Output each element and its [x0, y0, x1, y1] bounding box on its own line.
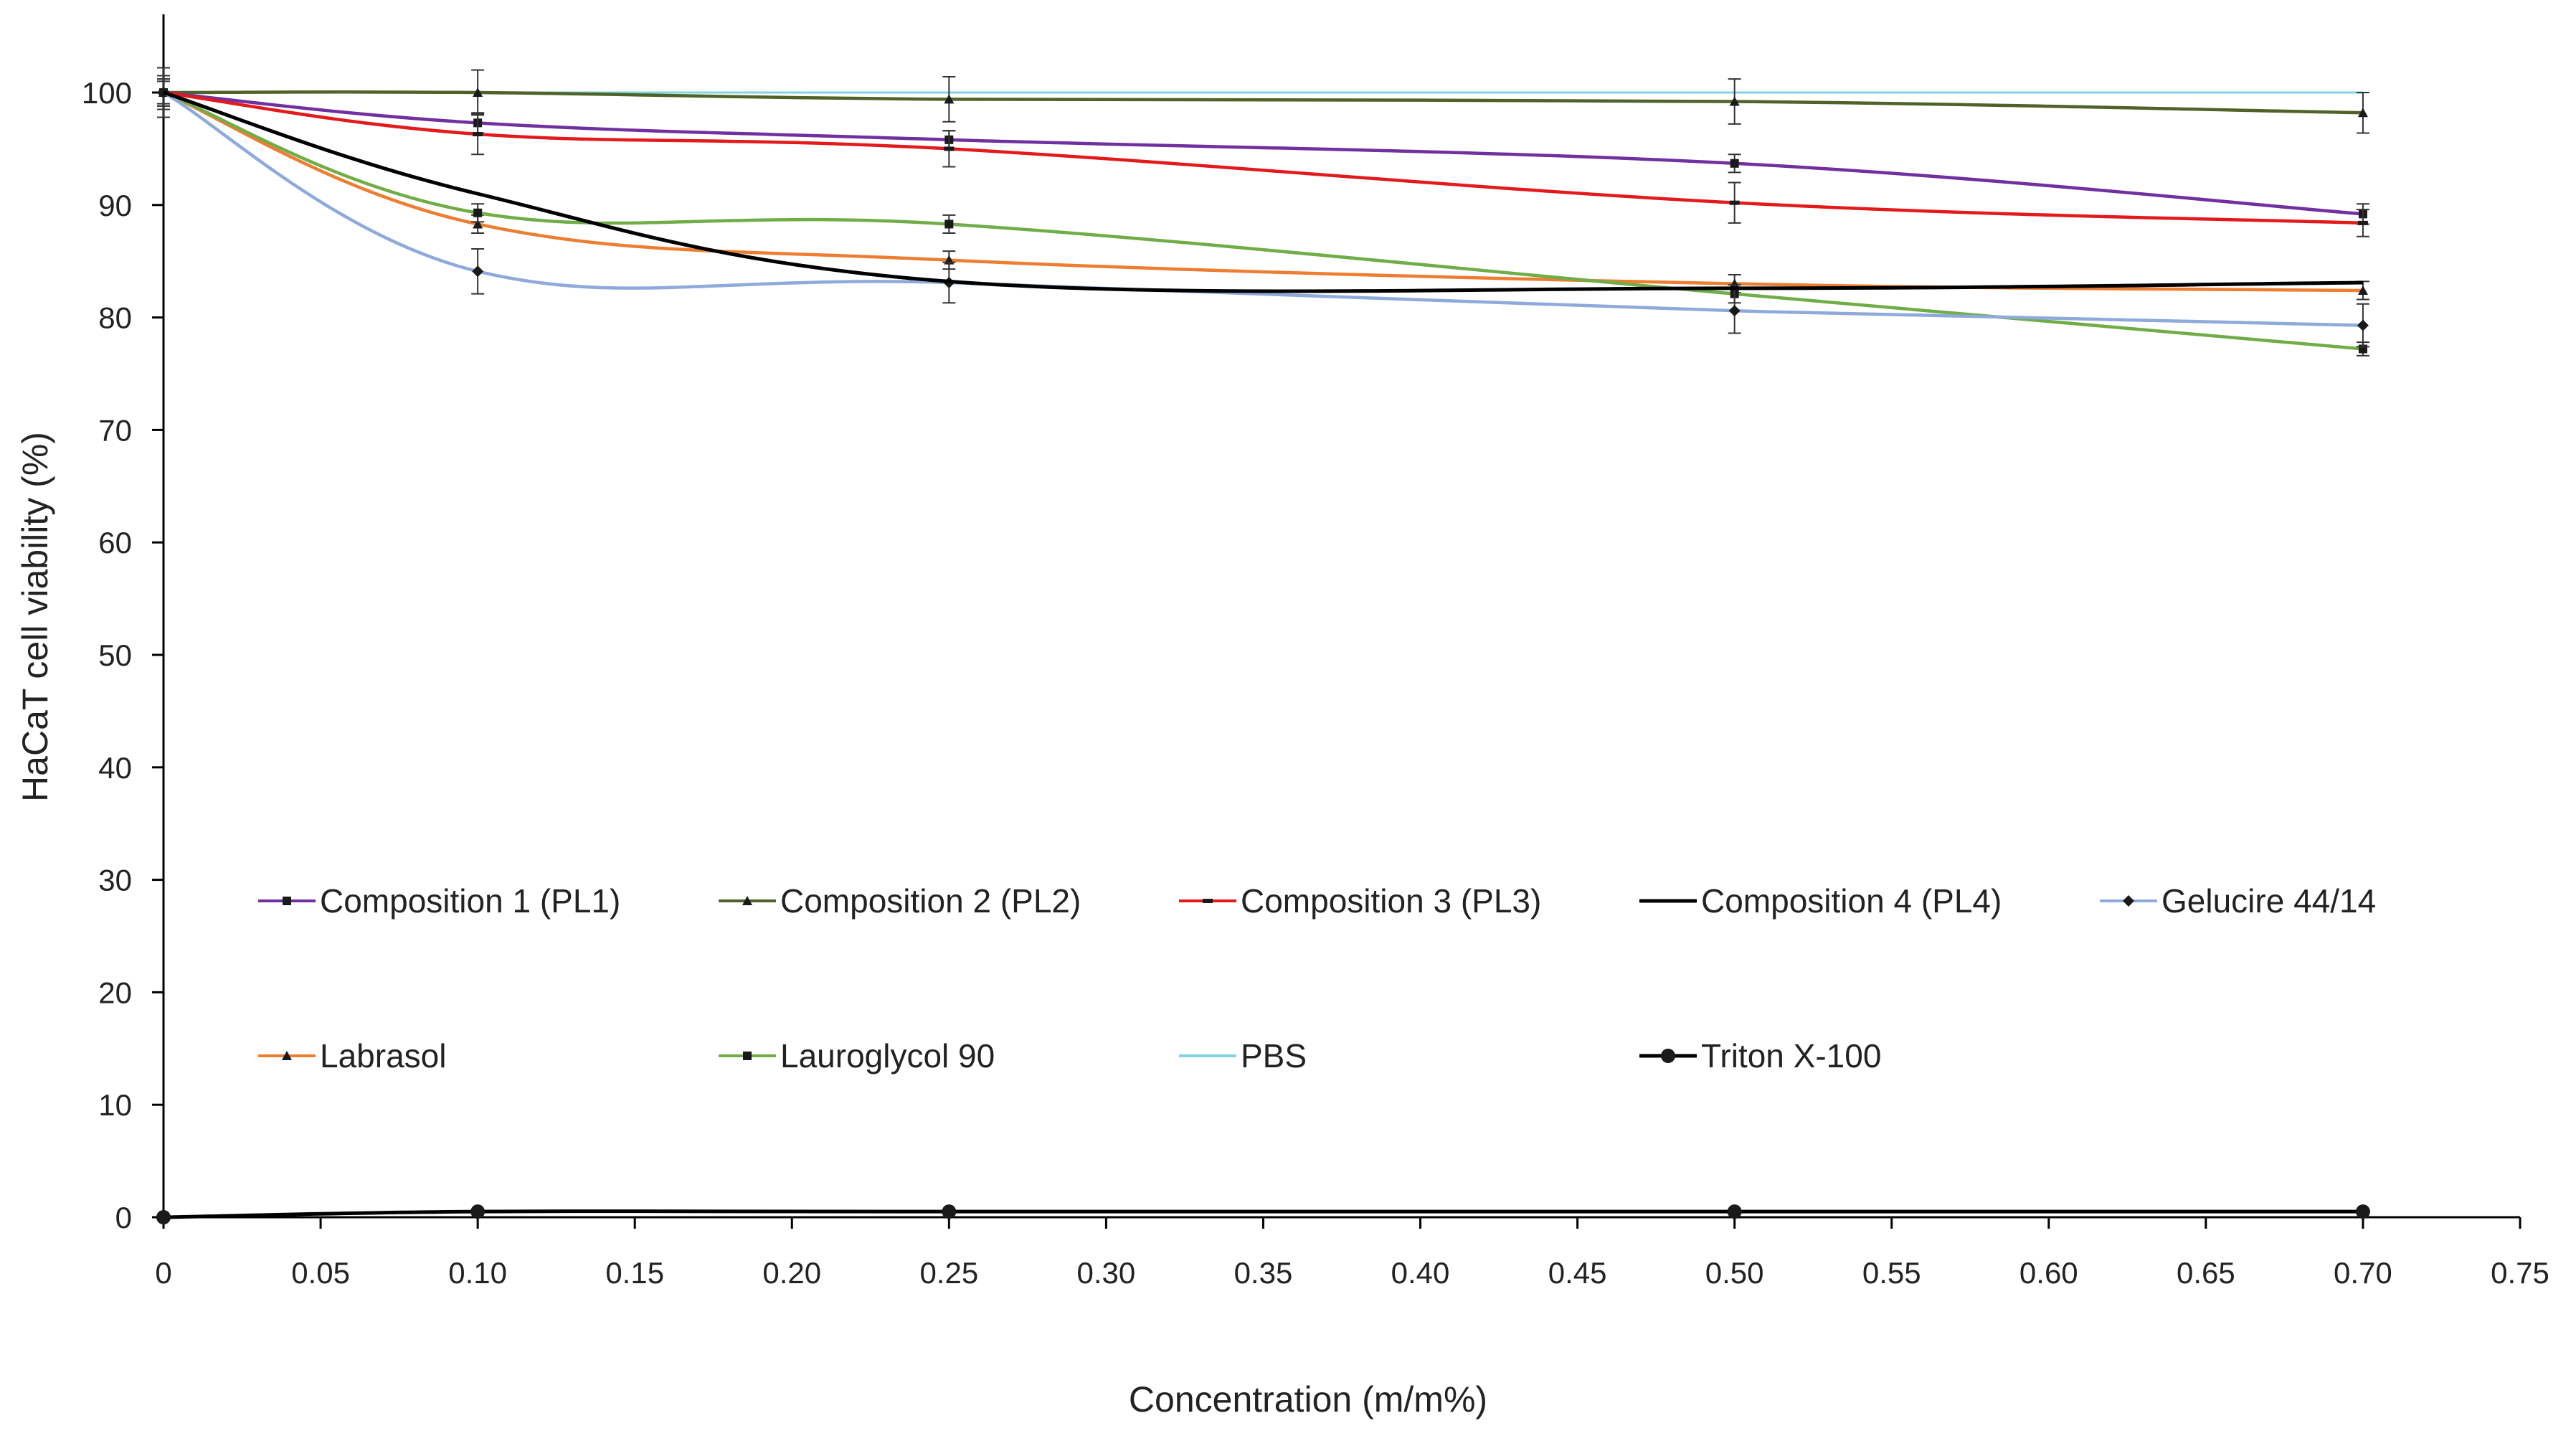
series-composition-1-pl1 [157, 75, 2369, 225]
series-composition-3-pl3-marker [944, 146, 955, 151]
x-tick-label: 0.30 [1077, 1256, 1136, 1290]
series-composition-2-pl2-line [163, 90, 2363, 115]
x-tick-label: 0.20 [762, 1256, 821, 1290]
y-tick-label: 70 [98, 413, 132, 447]
x-tick-label: 0.65 [2177, 1256, 2235, 1290]
x-tick-label: 0.05 [291, 1256, 350, 1290]
legend-composition-4-pl4-label: Composition 4 (PL4) [1701, 882, 2002, 920]
series-composition-4-pl4-line [163, 90, 2363, 293]
series-composition-3-pl3-line [163, 90, 2364, 225]
legend-lauroglycol-90-label: Lauroglycol 90 [780, 1037, 995, 1074]
legend-labrasol-label: Labrasol [320, 1037, 446, 1074]
series-triton-x-100-marker [156, 1210, 171, 1224]
y-tick-label: 100 [82, 76, 132, 110]
x-tick-label: 0.50 [1705, 1256, 1764, 1290]
axes [162, 14, 2520, 1219]
y-axis-title: HaCaT cell viability (%) [15, 432, 55, 802]
series-triton-x-100 [156, 1204, 2370, 1224]
series-lauroglycol-90-marker [473, 208, 483, 217]
x-tick-label: 0.35 [1234, 1256, 1293, 1290]
series-composition-3-pl3-marker [473, 132, 483, 137]
x-tick-label: 0.40 [1391, 1256, 1450, 1290]
legend-composition-1-pl1-label: Composition 1 (PL1) [320, 882, 620, 920]
legend-gelucire-44-14: Gelucire 44/14 [2100, 882, 2376, 920]
legend-composition-2-pl2: Composition 2 (PL2) [719, 882, 1081, 920]
legend-triton-x-100: Triton X-100 [1639, 1037, 1881, 1074]
y-tick-label: 0 [115, 1201, 132, 1234]
x-tick-label: 0.70 [2334, 1256, 2392, 1290]
x-axis-ticks: 0 0.05 0.10 0.15 0.20 0.25 0.30 0.35 0.40 0.45 0.5… [155, 1217, 2549, 1290]
legend-labrasol: Labrasol [258, 1037, 446, 1074]
series-composition-2-pl2-marker [473, 88, 483, 97]
y-tick-label: 50 [98, 638, 132, 672]
y-tick-label: 30 [98, 864, 132, 897]
x-tick-label: 0.15 [605, 1256, 664, 1290]
series-composition-1-pl1-line [163, 90, 2364, 216]
series-composition-1-pl1-marker [1730, 159, 1739, 168]
legend-pbs: PBS [1179, 1037, 1307, 1074]
y-tick-label: 40 [98, 751, 132, 785]
legend-labrasol-marker [282, 1051, 292, 1060]
series-gelucire-44-14-marker [2357, 319, 2369, 331]
legend-composition-4-pl4: Composition 4 (PL4) [1639, 882, 2002, 920]
y-tick-label: 10 [98, 1088, 132, 1122]
x-tick-label: 0.75 [2491, 1256, 2549, 1290]
legend-composition-2-pl2-marker [742, 896, 752, 905]
series-labrasol-marker [473, 219, 483, 229]
series-lauroglycol-90 [157, 78, 2369, 356]
legend-composition-3-pl3-marker [1203, 899, 1213, 903]
series-triton-x-100-marker [1727, 1204, 1742, 1219]
x-tick-label: 0.60 [2019, 1256, 2078, 1290]
legend-composition-3-pl3-label: Composition 3 (PL3) [1241, 882, 1541, 920]
series-gelucire-44-14-marker [1728, 305, 1741, 317]
series-composition-2-pl2-marker [944, 94, 955, 104]
series-triton-x-100-marker [942, 1204, 957, 1219]
series-layer [156, 67, 2370, 1224]
series-composition-2-pl2-marker [2357, 108, 2368, 118]
series-lauroglycol-90-line [163, 90, 2364, 351]
legend-triton-x-100-marker [1661, 1049, 1675, 1063]
x-tick-label: 0.25 [919, 1256, 978, 1290]
series-lauroglycol-90-marker [944, 219, 954, 229]
legend-composition-3-pl3: Composition 3 (PL3) [1179, 882, 1541, 920]
series-gelucire-44-14 [157, 78, 2369, 348]
series-composition-3-pl3-marker [2357, 220, 2368, 225]
x-tick-label: 0.45 [1548, 1256, 1607, 1290]
y-tick-label: 80 [98, 301, 132, 335]
legend: Composition 1 (PL1) Composition 2 (PL2) Co… [258, 882, 2376, 1074]
x-tick-label: 0 [155, 1256, 171, 1290]
series-composition-4-pl4 [163, 90, 2363, 293]
series-labrasol [157, 80, 2369, 301]
series-labrasol-marker [1729, 278, 1740, 288]
series-gelucire-44-14-marker [472, 265, 484, 278]
series-triton-x-100-line [163, 1209, 2363, 1219]
legend-composition-1-pl1: Composition 1 (PL1) [258, 882, 620, 920]
legend-gelucire-44-14-marker [2123, 895, 2134, 907]
x-tick-label: 0.55 [1862, 1256, 1921, 1290]
legend-lauroglycol-90-marker [743, 1052, 752, 1060]
y-tick-label: 60 [98, 526, 132, 559]
y-tick-label: 90 [98, 189, 132, 222]
series-triton-x-100-marker [2355, 1204, 2370, 1219]
series-triton-x-100-marker [470, 1204, 486, 1219]
series-composition-3-pl3-marker [1729, 200, 1740, 205]
series-labrasol-marker [2357, 285, 2368, 295]
y-axis-ticks: 0 10 20 30 40 50 60 70 80 90 100 [82, 76, 164, 1234]
series-composition-2-pl2-marker [1729, 96, 1740, 106]
y-tick-label: 20 [98, 976, 132, 1009]
legend-composition-1-pl1-marker [283, 897, 291, 905]
legend-lauroglycol-90: Lauroglycol 90 [719, 1037, 995, 1074]
x-axis-title: Concentration (m/m%) [1129, 1379, 1487, 1420]
legend-triton-x-100-label: Triton X-100 [1701, 1037, 1881, 1074]
legend-gelucire-44-14-label: Gelucire 44/14 [2161, 882, 2376, 920]
legend-pbs-label: PBS [1241, 1037, 1307, 1074]
legend-composition-2-pl2-label: Composition 2 (PL2) [780, 882, 1081, 920]
x-tick-label: 0.10 [448, 1256, 507, 1290]
